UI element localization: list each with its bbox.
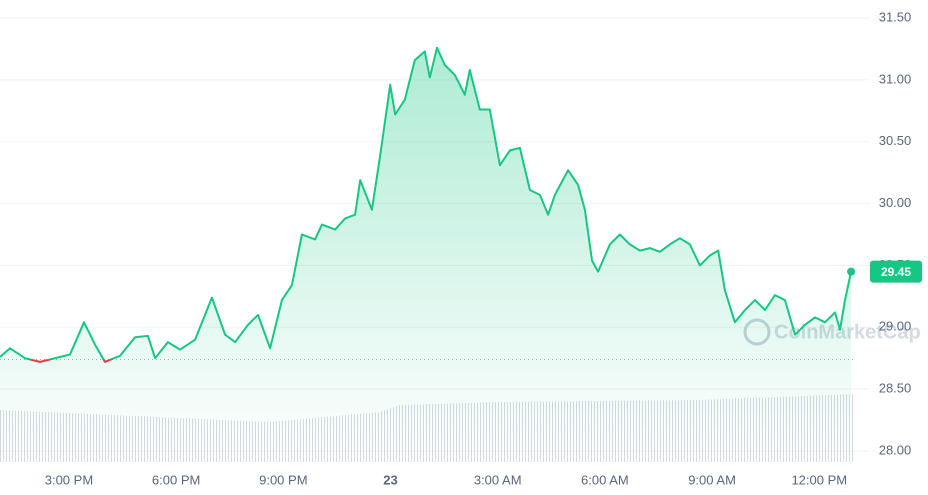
price-badge [870, 260, 922, 283]
x-tick-label: 6:00 AM [581, 472, 629, 487]
x-tick-label: 9:00 PM [259, 472, 307, 487]
y-tick-label: 28.00 [879, 442, 912, 457]
y-tick-label: 30.00 [879, 195, 912, 210]
x-tick-label: 23 [383, 472, 397, 487]
area [0, 47, 852, 462]
x-tick-label: 9:00 AM [688, 472, 736, 487]
x-tick-label: 3:00 PM [45, 472, 93, 487]
y-tick-label: 31.50 [879, 9, 912, 24]
y-tick-label: 30.50 [879, 133, 912, 148]
y-tick-label: 31.00 [879, 71, 912, 86]
y-tick-label: 28.50 [879, 381, 912, 396]
y-tick-label: 29.00 [879, 319, 912, 334]
x-tick-label: 6:00 PM [152, 472, 200, 487]
price-badge-text: 29.45 [881, 265, 911, 279]
x-tick-label: 3:00 AM [474, 472, 522, 487]
x-tick-label: 12:00 PM [791, 472, 847, 487]
price-line [0, 46, 853, 360]
last-point [847, 267, 856, 276]
